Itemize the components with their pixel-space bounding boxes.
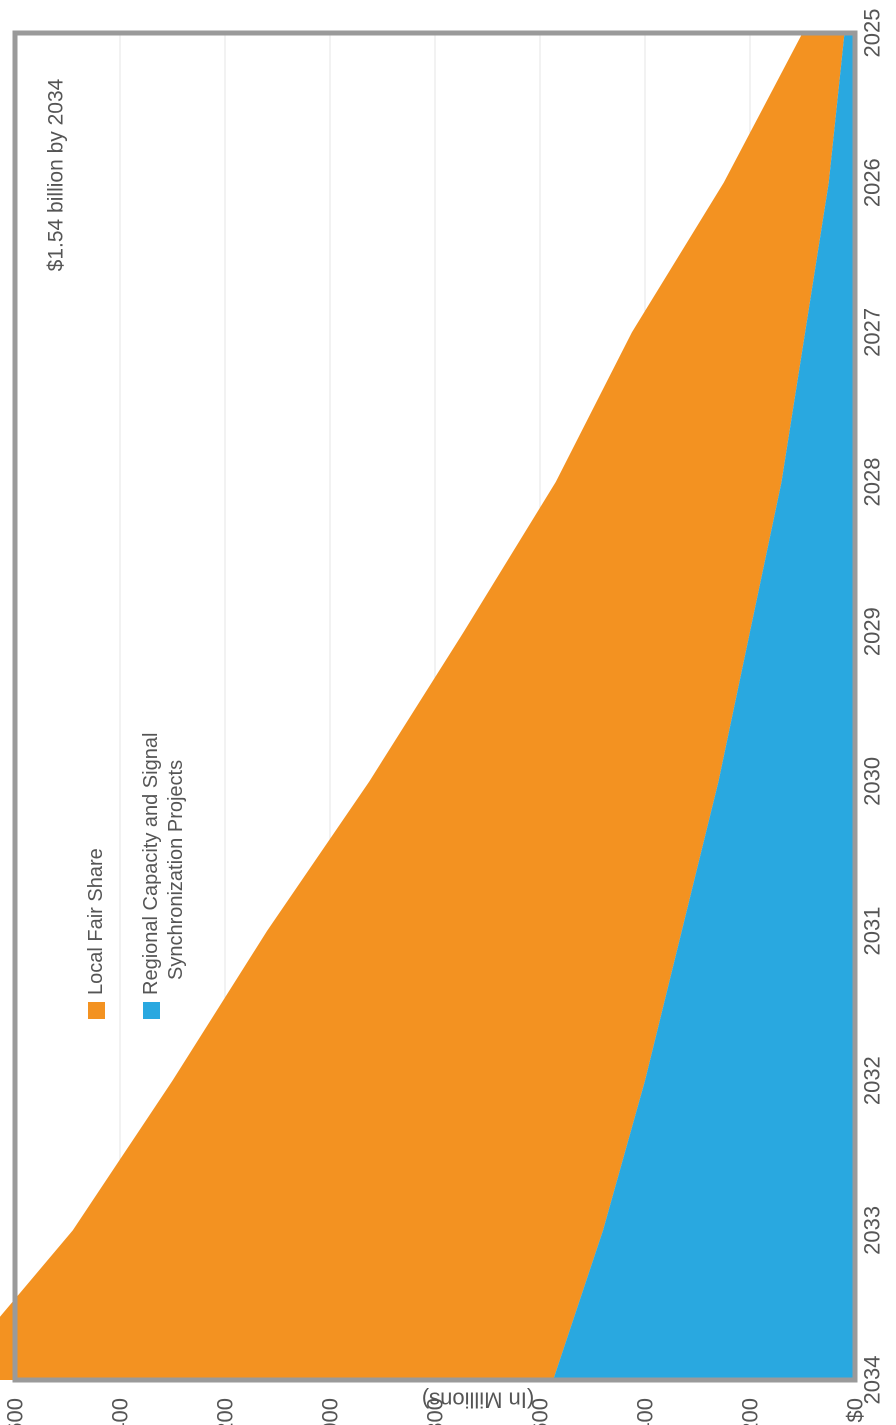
x-tick-label: 2025 [860, 9, 885, 58]
plot-frame [12, 30, 858, 1383]
x-tick-label: 2030 [860, 757, 885, 806]
x-tick-label: 2027 [860, 308, 885, 357]
x-tick-label: 2031 [860, 907, 885, 956]
x-tick-label: 2028 [860, 458, 885, 507]
legend-swatch-regional-capacity [143, 1002, 160, 1019]
legend-label-regional-line-1: Regional Capacity and Signal [140, 733, 162, 995]
y-tick-label: $1,400 [108, 1398, 133, 1425]
legend-swatch-local-fair-share [88, 1002, 105, 1019]
x-tick-label: 2032 [860, 1056, 885, 1105]
y-tick-label: $1,600 [3, 1398, 28, 1425]
y-axis-title: (In Millions) [422, 1388, 534, 1413]
y-tick-label: $400 [633, 1398, 658, 1425]
y-tick-label: $1,200 [213, 1398, 238, 1425]
series-area-regional-capacity [553, 33, 855, 1380]
legend-label-regional-line-2: Synchronization Projects [165, 760, 187, 980]
y-tick-label: $0 [843, 1398, 868, 1422]
y-tick-label: $600 [528, 1398, 553, 1425]
x-tick-label: 2033 [860, 1206, 885, 1255]
y-tick-label: $200 [738, 1398, 763, 1425]
series-area-local-fair-share [0, 33, 845, 1380]
annotation-total: $1.54 billion by 2034 [45, 78, 68, 271]
y-tick-label: $1,000 [318, 1398, 343, 1425]
x-tick-label: 2034 [860, 1356, 885, 1405]
legend-label-local-fair-share: Local Fair Share [85, 848, 107, 995]
x-tick-label: 2026 [860, 158, 885, 207]
x-tick-label: 2029 [860, 607, 885, 656]
y-tick-label: $800 [423, 1398, 448, 1425]
